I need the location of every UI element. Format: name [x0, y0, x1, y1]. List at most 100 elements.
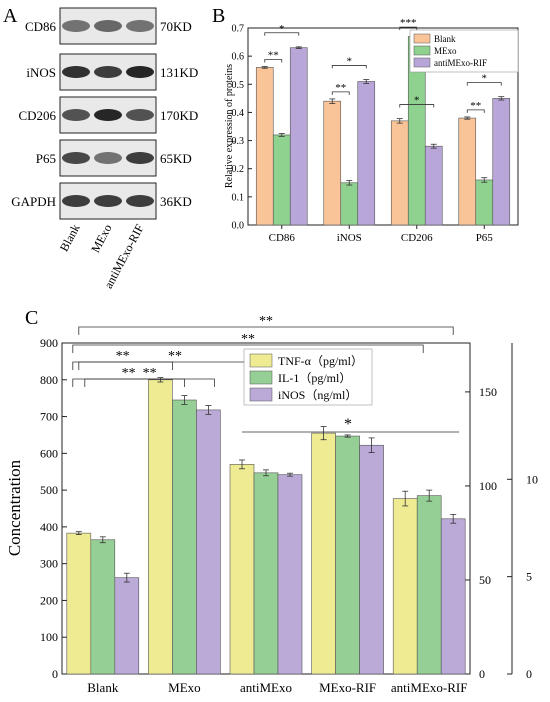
bar — [277, 474, 303, 675]
legend-label: antiMExo-RIF — [434, 58, 487, 68]
plot-frame — [247, 27, 519, 226]
bar — [114, 577, 140, 675]
right-axis-2-tick-label: 10 — [526, 472, 538, 486]
bar — [90, 539, 116, 675]
bar — [148, 379, 173, 675]
protein-name-label: CD206 — [18, 108, 56, 123]
protein-expression-chart: 0.0 0.1 0.2 0.3 0.4 0.5 0.6 0.7 Relative express… — [224, 17, 519, 244]
bar — [392, 498, 418, 675]
protein-band — [94, 109, 122, 121]
protein-band — [126, 66, 154, 78]
legend-swatch — [249, 370, 273, 385]
molecular-weight-label: 131KD — [160, 65, 198, 80]
significance-bracket — [466, 109, 485, 113]
protein-band — [62, 109, 90, 121]
bar — [390, 120, 409, 226]
molecular-weight-label: 36KD — [160, 194, 192, 209]
significance-bracket — [78, 326, 454, 335]
right-axis-2-tick-label: 0 — [526, 667, 532, 681]
protein-name-label: iNOS — [26, 65, 56, 80]
x-tick-label: CD206 — [401, 232, 433, 244]
significance-label: ** — [168, 349, 182, 364]
x-tick-label: CD86 — [269, 232, 296, 244]
y-tick-label: 0 — [52, 667, 58, 681]
bar — [359, 444, 384, 675]
significance-bracket — [264, 32, 300, 36]
y-tick-label: 900 — [40, 336, 58, 350]
bar — [424, 145, 443, 226]
significance-label: ** — [122, 366, 136, 381]
significance-bracket — [399, 26, 418, 31]
significance-label: ** — [268, 50, 279, 62]
y-tick-label: 200 — [40, 593, 58, 607]
significance-label: * — [347, 55, 353, 67]
protein-band — [94, 195, 122, 207]
molecular-weight-label: 70KD — [160, 19, 192, 34]
y-tick-label: 0.5 — [232, 80, 245, 91]
protein-name-label: GAPDH — [11, 194, 56, 209]
significance-label: * — [279, 23, 285, 35]
legend-label: iNOS（ng/ml） — [278, 388, 357, 402]
bar — [66, 532, 92, 675]
significance-bracket — [399, 104, 435, 108]
bar — [335, 435, 360, 675]
protein-band — [126, 152, 154, 164]
significance-label: ** — [116, 349, 130, 364]
significance-bracket — [264, 59, 283, 63]
significance-label: ** — [241, 332, 255, 347]
right-axis-tick-label: 150 — [479, 385, 497, 399]
significance-bracket — [72, 361, 173, 370]
protein-band — [62, 195, 90, 207]
right-axis-tick-label: 100 — [479, 479, 497, 493]
significance-bracket — [466, 82, 502, 86]
right-axis-tick-label: 50 — [479, 573, 491, 587]
panel-label-c: C — [25, 307, 38, 329]
molecular-weight-label: 170KD — [160, 108, 198, 123]
y-tick-label: 400 — [40, 520, 58, 534]
bar — [440, 518, 466, 675]
significance-label: ** — [259, 314, 273, 329]
y-tick-label: 100 — [40, 630, 58, 644]
legend-swatch — [413, 33, 431, 44]
legend-swatch — [249, 353, 273, 368]
x-tick-label: MExo-RIF — [319, 680, 376, 695]
bar — [172, 399, 197, 675]
lane-label: Blank — [57, 222, 83, 254]
significance-label: * — [414, 95, 420, 107]
bar — [311, 432, 336, 675]
lane-label: MExo — [88, 222, 114, 255]
protein-band — [126, 109, 154, 121]
protein-band — [94, 20, 122, 32]
x-tick-label: antiMExo — [240, 680, 292, 695]
y-tick-label: 0.0 — [232, 221, 245, 232]
significance-label: * — [482, 73, 488, 85]
bar — [323, 100, 342, 226]
legend-swatch — [413, 45, 431, 56]
protein-band — [126, 195, 154, 207]
legend-swatch — [413, 57, 431, 68]
y-tick-label: 300 — [40, 557, 58, 571]
legend-swatch — [249, 387, 273, 402]
significance-bracket — [72, 344, 424, 353]
significance-bracket — [331, 65, 367, 69]
significance-label: ** — [470, 100, 481, 112]
bar — [253, 472, 279, 675]
bar — [255, 67, 274, 226]
cytokine-concentration-chart: 0100200300400500600700800900Concentratio… — [5, 314, 538, 695]
y-tick-label: 500 — [40, 483, 58, 497]
x-tick-label: iNOS — [337, 232, 362, 244]
molecular-weight-label: 65KD — [160, 151, 192, 166]
right-axis-2-tick-label: 5 — [526, 570, 532, 584]
y-tick-label: 0.4 — [232, 108, 245, 119]
y-tick-label: 0.2 — [232, 164, 245, 175]
y-tick-label: 0.3 — [232, 136, 245, 147]
bar — [357, 81, 376, 226]
legend-label: MExo — [434, 46, 457, 56]
protein-band — [126, 20, 154, 32]
significance-label: *** — [400, 17, 417, 29]
bar — [492, 98, 511, 226]
significance-label: ** — [335, 82, 346, 94]
significance-bracket — [84, 378, 215, 387]
right-axis-tick-label: 0 — [479, 667, 485, 681]
